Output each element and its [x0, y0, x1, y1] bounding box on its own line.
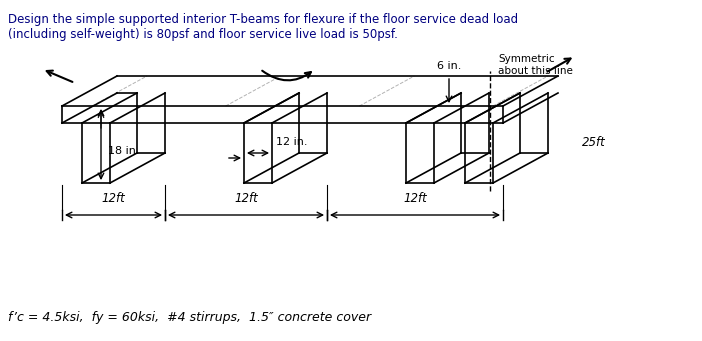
- Text: f’c = 4.5ksi,  fy = 60ksi,  #4 stirrups,  1.5″ concrete cover: f’c = 4.5ksi, fy = 60ksi, #4 stirrups, 1…: [8, 311, 371, 324]
- Text: 12ft: 12ft: [102, 192, 126, 205]
- Text: 6 in.: 6 in.: [437, 61, 461, 71]
- Text: Design the simple supported interior T-beams for flexure if the floor service de: Design the simple supported interior T-b…: [8, 13, 518, 41]
- Text: 12ft: 12ft: [403, 192, 427, 205]
- Text: 12 in.: 12 in.: [276, 137, 307, 147]
- Text: 12ft: 12ft: [234, 192, 258, 205]
- Text: 18 in.: 18 in.: [108, 146, 140, 156]
- Text: 25ft: 25ft: [582, 136, 606, 149]
- Text: Symmetric
about this line: Symmetric about this line: [498, 54, 573, 76]
